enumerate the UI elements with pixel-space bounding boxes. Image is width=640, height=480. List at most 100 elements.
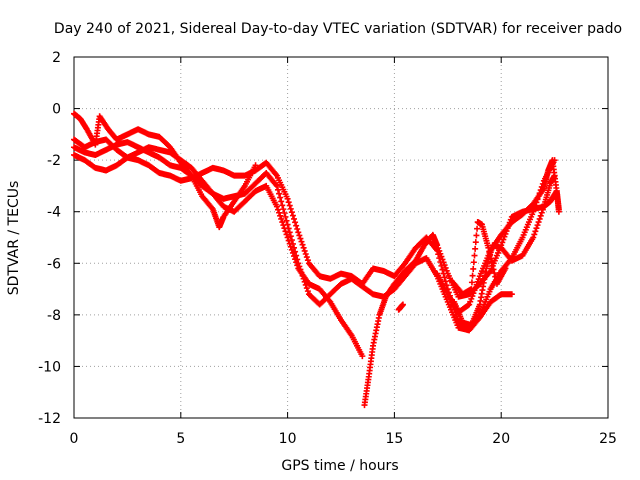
data-point-interp bbox=[274, 206, 281, 213]
data-point-interp bbox=[287, 243, 294, 250]
data-point bbox=[295, 229, 302, 236]
data-point-interp bbox=[301, 247, 308, 254]
data-point-interp bbox=[472, 239, 479, 246]
data-point-interp bbox=[283, 231, 290, 238]
data-point-interp bbox=[470, 265, 477, 272]
data-point-interp bbox=[292, 256, 299, 263]
data-point-interp bbox=[470, 259, 477, 266]
data-point-interp bbox=[288, 246, 295, 253]
data-point-interp bbox=[286, 240, 293, 247]
y-tick-label: -12 bbox=[38, 411, 61, 427]
series-track-7 bbox=[434, 157, 562, 316]
data-point-interp bbox=[474, 225, 481, 232]
data-point-interp bbox=[499, 239, 506, 246]
data-point bbox=[466, 301, 473, 308]
series-track-2 bbox=[71, 139, 515, 334]
data-point-interp bbox=[287, 205, 294, 212]
y-tick-label: -2 bbox=[47, 153, 61, 169]
data-point-interp bbox=[286, 202, 293, 209]
data-point-interp bbox=[285, 237, 292, 244]
data-point-interp bbox=[294, 262, 301, 269]
data-point-interp bbox=[437, 250, 444, 257]
data-point-interp bbox=[289, 212, 296, 219]
y-axis-ticks: 2 0 -2 -4 -6 -8 -10 -12 bbox=[38, 50, 608, 427]
y-tick-label: 2 bbox=[52, 50, 61, 66]
data-point-interp bbox=[535, 219, 542, 226]
data-point-interp bbox=[439, 256, 446, 263]
data-point-interp bbox=[532, 228, 539, 235]
data-point-interp bbox=[280, 222, 287, 229]
data-point-interp bbox=[435, 245, 442, 252]
data-point-interp bbox=[297, 235, 304, 242]
data-point-interp bbox=[293, 259, 300, 266]
data-point-interp bbox=[468, 279, 475, 286]
data-point-interp bbox=[441, 262, 448, 269]
data-point-interp bbox=[304, 288, 311, 295]
data-point-interp bbox=[285, 199, 292, 206]
data-point-interp bbox=[294, 225, 301, 232]
data-point-interp bbox=[293, 222, 300, 229]
data-point-interp bbox=[274, 186, 281, 193]
data-point-interp bbox=[436, 247, 443, 254]
series-track-8 bbox=[451, 172, 558, 329]
y-tick-label: -10 bbox=[38, 359, 61, 375]
x-tick-label: 15 bbox=[385, 431, 403, 447]
data-point-interp bbox=[279, 219, 286, 226]
data-point-interp bbox=[281, 225, 288, 232]
chart-title: Day 240 of 2021, Sidereal Day-to-day VTE… bbox=[54, 21, 622, 37]
x-tick-label: 10 bbox=[279, 431, 297, 447]
data-point-interp bbox=[289, 249, 296, 256]
y-tick-label: -8 bbox=[47, 308, 61, 324]
data-point bbox=[284, 195, 291, 202]
x-axis-label: GPS time / hours bbox=[281, 458, 398, 474]
data-point bbox=[468, 286, 475, 293]
x-tick-label: 20 bbox=[492, 431, 510, 447]
data-point-interp bbox=[442, 264, 449, 271]
data-point bbox=[502, 265, 509, 272]
series-track-4 bbox=[71, 110, 259, 231]
data-point-interp bbox=[286, 229, 293, 236]
data-point-interp bbox=[303, 254, 310, 261]
y-tick-label: 0 bbox=[52, 102, 61, 118]
data-point bbox=[399, 301, 406, 308]
data-point-interp bbox=[533, 225, 540, 232]
data-point-interp bbox=[491, 270, 498, 277]
data-point-interp bbox=[539, 206, 546, 213]
x-tick-label: 0 bbox=[70, 431, 79, 447]
data-point-interp bbox=[302, 251, 309, 258]
data-point-interp bbox=[299, 241, 306, 248]
data-point-interp bbox=[439, 266, 446, 273]
data-point-interp bbox=[276, 209, 283, 216]
data-point-interp bbox=[488, 259, 495, 266]
plot-frame bbox=[73, 56, 609, 419]
data-point-interp bbox=[469, 272, 476, 279]
data-point-interp bbox=[487, 255, 494, 262]
data-point-interp bbox=[489, 262, 496, 269]
data-point-interp bbox=[538, 209, 545, 216]
data-point-interp bbox=[490, 266, 497, 273]
data-point-interp bbox=[536, 215, 543, 222]
data-point-interp bbox=[287, 233, 294, 240]
data-point-interp bbox=[500, 236, 507, 243]
x-tick-label: 5 bbox=[176, 431, 185, 447]
series-track-3 bbox=[71, 136, 366, 360]
series-track-5 bbox=[361, 188, 562, 409]
data-point-interp bbox=[472, 245, 479, 252]
data-point bbox=[551, 172, 558, 179]
data-point-interp bbox=[492, 273, 499, 280]
data-point-interp bbox=[278, 215, 285, 222]
data-point-interp bbox=[277, 194, 284, 201]
data-point bbox=[273, 182, 280, 189]
data-point-interp bbox=[291, 253, 298, 260]
data-point-interp bbox=[534, 222, 541, 229]
series-track-6 bbox=[395, 301, 406, 313]
data-point-interp bbox=[487, 252, 494, 259]
data-point-interp bbox=[443, 267, 450, 274]
data-point-interp bbox=[282, 228, 289, 235]
data-point-interp bbox=[280, 206, 287, 213]
data-point bbox=[555, 206, 562, 213]
data-point bbox=[530, 234, 537, 241]
data-point bbox=[359, 353, 366, 360]
data-point-interp bbox=[278, 198, 285, 205]
data-point-interp bbox=[292, 219, 299, 226]
